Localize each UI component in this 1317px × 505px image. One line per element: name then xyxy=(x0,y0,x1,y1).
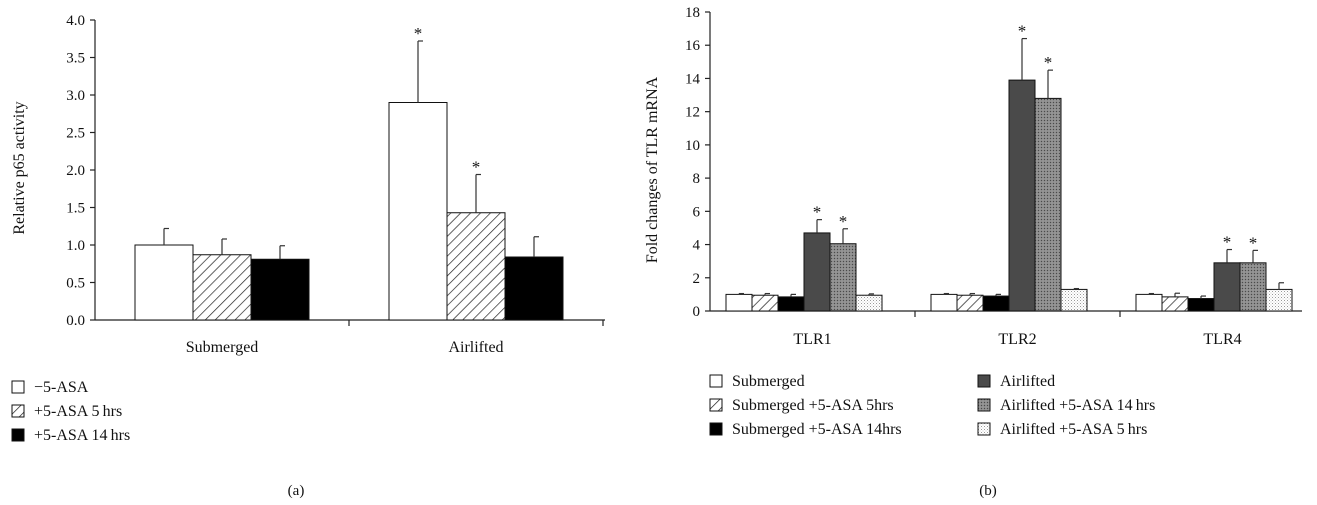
legend-swatch-a xyxy=(11,380,25,394)
y-tick-label-b: 16 xyxy=(685,38,701,54)
legend-label-a: −5-ASA xyxy=(34,379,89,396)
legend-swatch-a xyxy=(11,428,25,442)
bar-a xyxy=(446,212,506,321)
y-tick-label-a: 0.5 xyxy=(66,276,85,292)
bar-b xyxy=(1060,288,1088,312)
legend-swatch-b xyxy=(709,374,723,388)
significance-marker-b: * xyxy=(839,212,848,231)
bar-b xyxy=(725,293,753,312)
significance-marker-b: * xyxy=(1018,22,1027,41)
legend-swatch-b xyxy=(709,422,723,436)
bars-a: ** xyxy=(134,24,564,321)
bar-b xyxy=(1008,79,1036,312)
legend-label-b: Submerged +5-ASA 14hrs xyxy=(732,421,902,438)
y-tick-label-a: 3.5 xyxy=(66,51,85,67)
bar-a xyxy=(192,254,252,321)
category-label-b: TLR4 xyxy=(1203,331,1241,348)
legend-swatch-b xyxy=(977,398,991,412)
y-axis-label-a: Relative p65 activity xyxy=(11,101,28,234)
y-tick-label-b: 8 xyxy=(693,171,701,187)
bar-b xyxy=(1161,296,1189,312)
legend-label-b: Airlifted +5-ASA 5 hrs xyxy=(1000,421,1147,438)
bar-b xyxy=(982,295,1010,312)
significance-marker-b: * xyxy=(1249,233,1258,252)
y-tick-label-b: 6 xyxy=(693,204,701,220)
legend-label-b: Submerged xyxy=(732,373,805,390)
significance-marker-b: * xyxy=(1223,233,1232,252)
legend-swatch-a xyxy=(11,404,25,418)
bar-b xyxy=(777,296,805,312)
significance-marker-a: * xyxy=(472,158,481,177)
bar-b xyxy=(751,294,779,312)
y-tick-label-a: 0.0 xyxy=(66,313,85,329)
bar-b xyxy=(1213,262,1241,312)
y-tick-label-a: 2.0 xyxy=(66,163,85,179)
category-label-b: TLR1 xyxy=(793,331,831,348)
y-tick-label-b: 2 xyxy=(693,271,701,287)
bar-b xyxy=(1265,288,1293,312)
bar-b xyxy=(930,293,958,312)
bar-b xyxy=(1239,262,1267,312)
bars-b: * * * * * * xyxy=(725,22,1293,312)
bar-a xyxy=(134,244,194,321)
bar-b xyxy=(1135,293,1163,312)
legend-label-b: Airlifted +5-ASA 14 hrs xyxy=(1000,397,1155,414)
bar-a xyxy=(388,102,448,321)
bar-b xyxy=(956,294,984,312)
y-tick-label-a: 3.0 xyxy=(66,88,85,104)
legend-label-a: +5-ASA 14 hrs xyxy=(34,427,130,444)
y-tick-label-a: 4.0 xyxy=(66,13,85,29)
y-tick-label-b: 0 xyxy=(693,304,701,320)
legend-label-b: Submerged +5-ASA 5hrs xyxy=(732,397,894,414)
legend-b: Submerged Submerged +5-ASA 5hrs Submerged … xyxy=(709,373,1155,438)
legend-label-a: +5-ASA 5 hrs xyxy=(34,403,122,420)
legend-label-b: Airlifted xyxy=(1000,373,1055,390)
x-axis-a: Submerged Airlifted xyxy=(186,320,604,356)
legend-swatch-b xyxy=(977,422,991,436)
bar-b xyxy=(1034,97,1062,312)
bar-b xyxy=(855,294,883,312)
significance-marker-b: * xyxy=(1044,53,1053,72)
bar-b xyxy=(829,243,857,312)
y-tick-label-b: 4 xyxy=(693,238,701,254)
chart-panel-b: 0 2 4 6 8 10 12 14 16 18 * * * * * * TLR1 TLR2 TLR4 Fold… xyxy=(644,5,1302,499)
y-tick-label-a: 2.5 xyxy=(66,126,85,142)
legend-a: −5-ASA +5-ASA 5 hrs +5-ASA 14 hrs xyxy=(11,379,130,444)
y-tick-label-b: 14 xyxy=(685,71,701,87)
category-label-b: TLR2 xyxy=(998,331,1036,348)
y-tick-label-b: 18 xyxy=(685,5,700,21)
category-label-a: Airlifted xyxy=(448,339,503,356)
chart-panel-a: 0.00.51.01.52.02.53.03.54.0 ** Submerged… xyxy=(11,13,605,499)
bar-a xyxy=(250,258,310,321)
significance-marker-b: * xyxy=(813,203,822,222)
y-axis-b: 0 2 4 6 8 10 12 14 16 18 xyxy=(685,5,1302,320)
legend-swatch-b xyxy=(977,374,991,388)
bar-b xyxy=(1187,298,1215,312)
panel-label-b: (b) xyxy=(979,483,997,499)
legend-swatch-b xyxy=(709,398,723,412)
y-tick-label-a: 1.5 xyxy=(66,201,85,217)
y-tick-label-b: 12 xyxy=(685,105,700,121)
y-tick-label-b: 10 xyxy=(685,138,700,154)
category-label-a: Submerged xyxy=(186,339,259,356)
bar-b xyxy=(803,232,831,312)
panel-label-a: (a) xyxy=(288,483,305,499)
x-axis-b: TLR1 TLR2 TLR4 xyxy=(793,311,1242,348)
bar-a xyxy=(504,256,564,321)
y-tick-label-a: 1.0 xyxy=(66,238,85,254)
significance-marker-a: * xyxy=(414,24,423,43)
y-axis-label-b: Fold changes of TLR mRNA xyxy=(644,76,661,263)
